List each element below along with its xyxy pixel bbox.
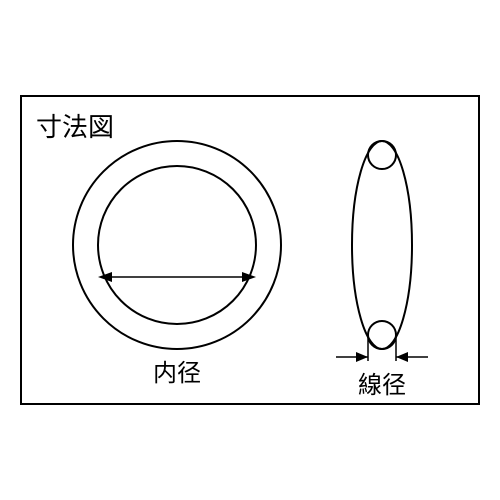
inner-diameter-label: 内径 <box>153 353 201 388</box>
wire-diameter-label: 線径 <box>358 365 406 400</box>
diagram-frame: 寸法図 内径 線径 <box>20 95 480 405</box>
ring-cross-section <box>22 97 482 407</box>
